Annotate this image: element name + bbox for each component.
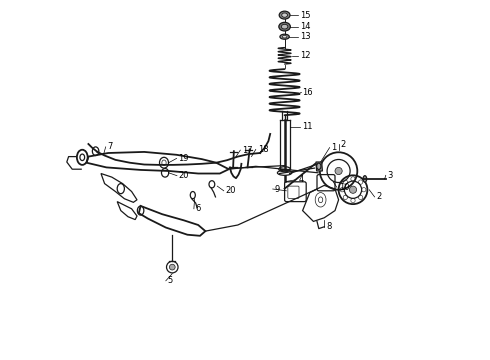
Ellipse shape [279, 11, 290, 19]
Ellipse shape [280, 34, 289, 39]
Text: 8: 8 [326, 222, 331, 231]
Text: 19: 19 [178, 154, 189, 163]
Text: 12: 12 [300, 51, 310, 60]
Text: 6: 6 [196, 204, 201, 213]
Text: 7: 7 [107, 143, 113, 152]
Text: 10: 10 [339, 183, 349, 192]
Ellipse shape [282, 36, 287, 38]
Text: 5: 5 [168, 276, 173, 285]
Text: 9: 9 [274, 185, 280, 194]
Text: 4: 4 [298, 175, 303, 184]
Ellipse shape [363, 176, 367, 182]
Text: 11: 11 [302, 122, 313, 131]
Circle shape [349, 186, 357, 193]
Ellipse shape [282, 13, 288, 17]
Text: 1: 1 [331, 143, 337, 152]
Circle shape [170, 264, 175, 270]
Text: 16: 16 [302, 88, 313, 97]
Text: 14: 14 [300, 22, 310, 31]
Text: 18: 18 [258, 145, 268, 154]
Text: 20: 20 [225, 186, 236, 195]
Text: 13: 13 [300, 32, 310, 41]
Text: 3: 3 [388, 171, 393, 180]
Polygon shape [316, 162, 322, 171]
Circle shape [335, 167, 342, 175]
Text: 20: 20 [179, 171, 189, 180]
Ellipse shape [279, 22, 291, 31]
Ellipse shape [281, 24, 288, 29]
Text: 2: 2 [341, 140, 345, 149]
Text: 2: 2 [376, 193, 382, 202]
Text: 15: 15 [300, 11, 310, 20]
Text: 17: 17 [242, 146, 253, 155]
